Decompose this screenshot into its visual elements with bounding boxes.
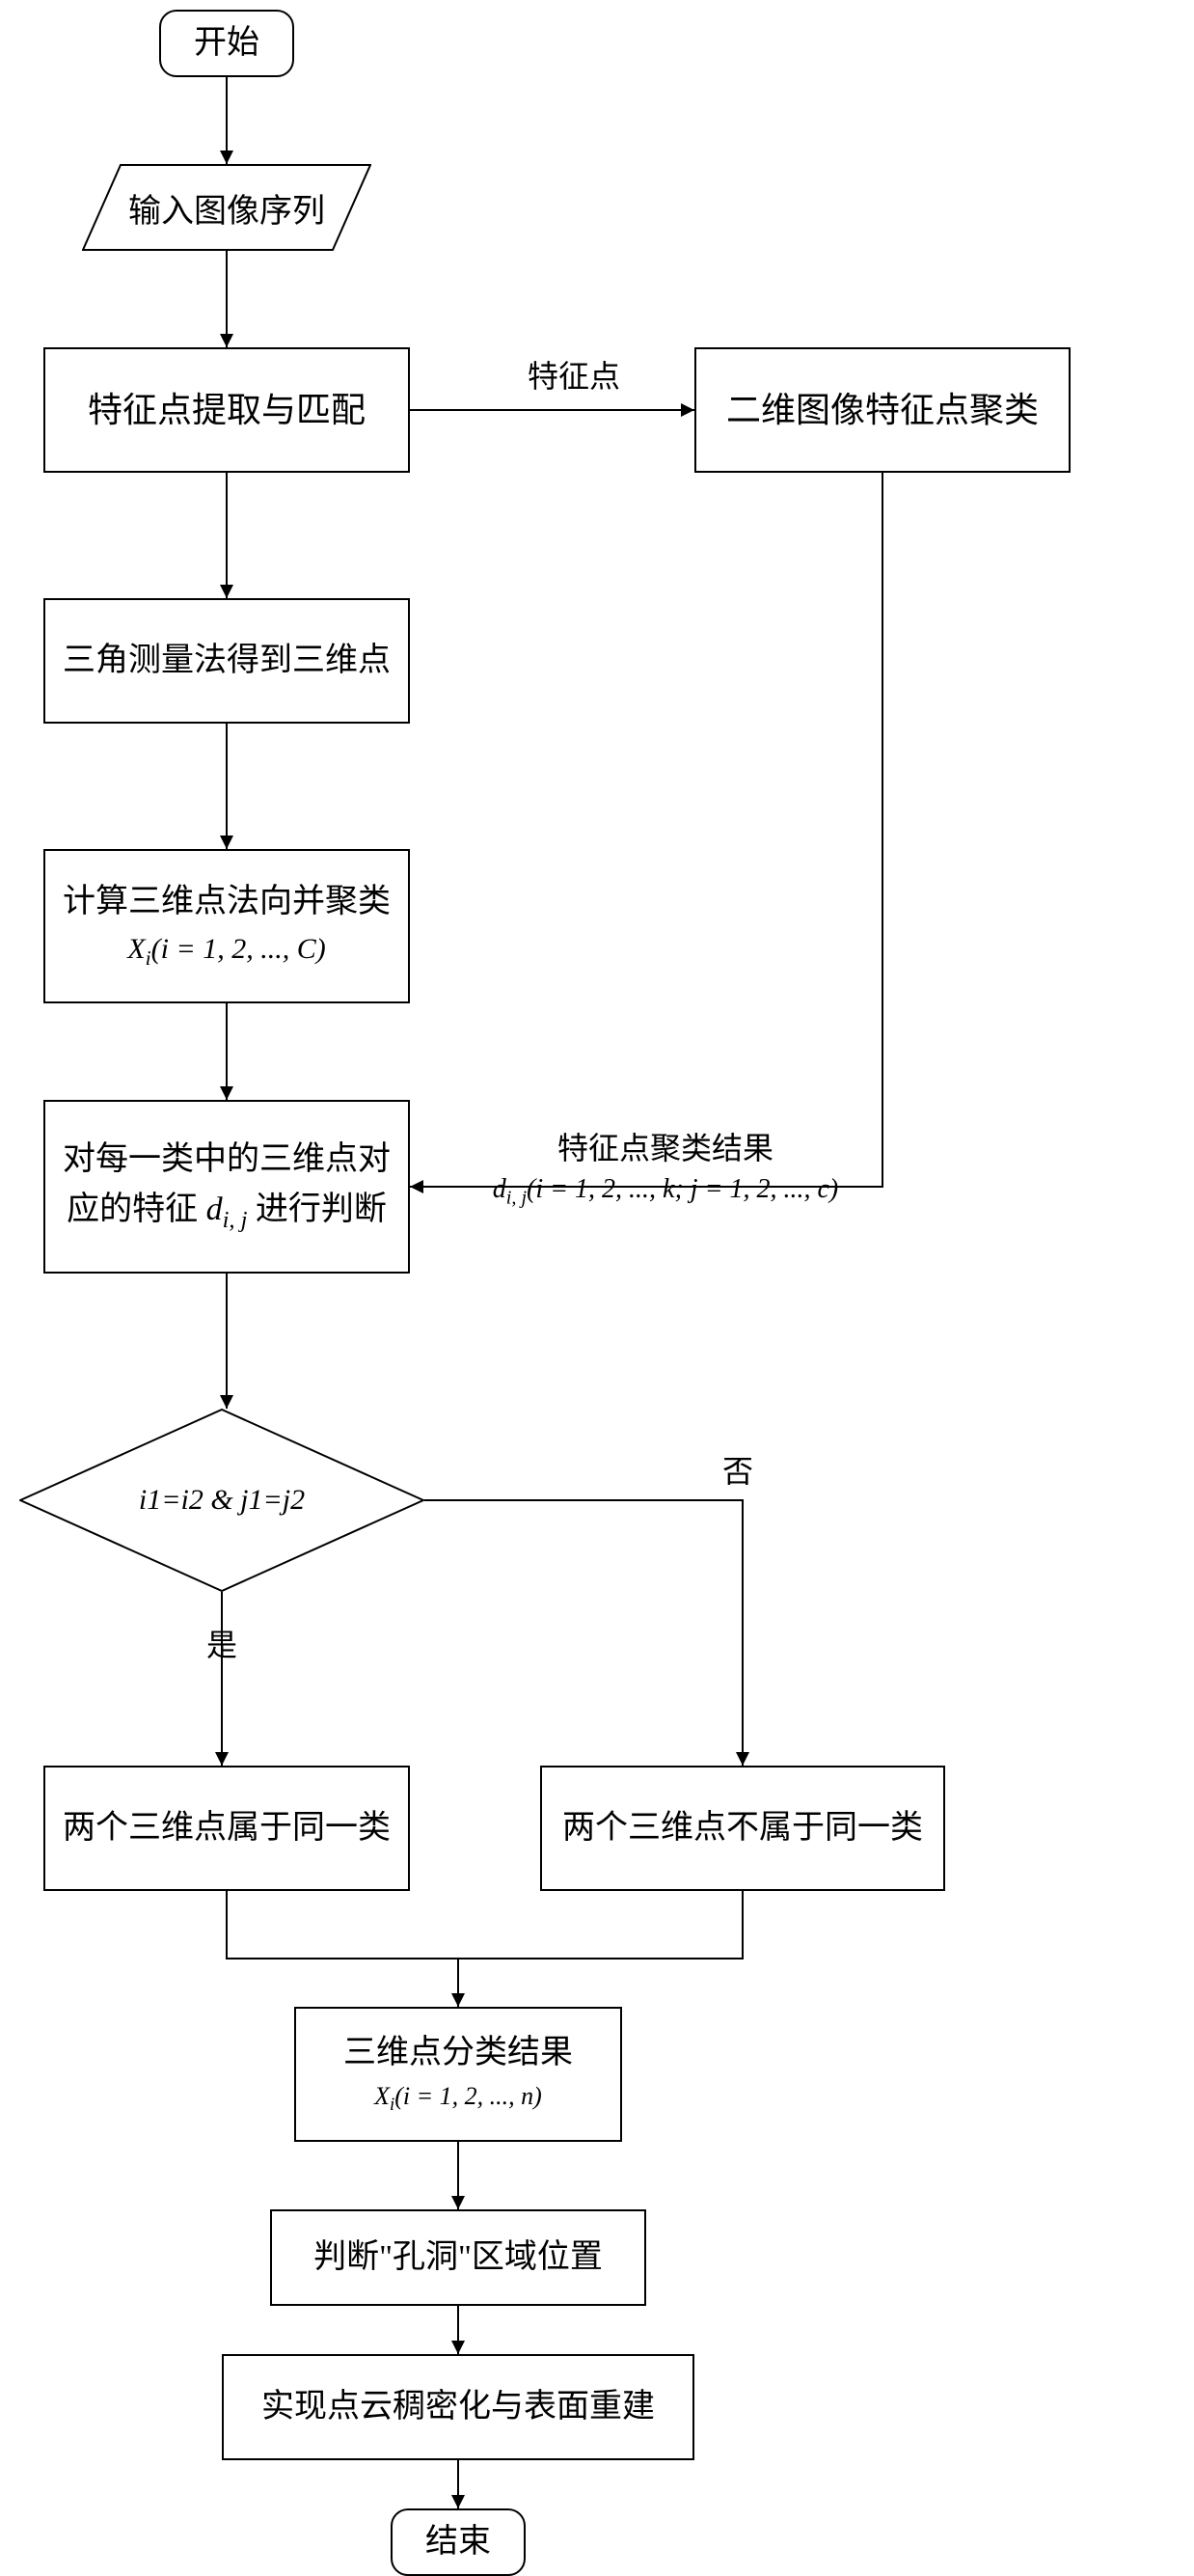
- node-hole-text: 判断"孔洞"区域位置: [313, 2235, 603, 2280]
- arrow-a_yes_merge: [227, 1891, 458, 2007]
- node-same-class: 两个三维点属于同一类: [43, 1766, 410, 1891]
- node-result-line1: 三维点分类结果: [343, 2031, 573, 2075]
- node-normals-line2: Xi(i = 1, 2, ..., C): [127, 930, 325, 973]
- node-cluster2d: 二维图像特征点聚类: [694, 347, 1071, 473]
- node-same-class-text: 两个三维点属于同一类: [63, 1806, 391, 1850]
- edge-label-cluster-result-2: di, j(i = 1, 2, ..., k; j = 1, 2, ..., c…: [453, 1172, 878, 1211]
- edge-label-featurepoints: 特征点: [502, 357, 646, 397]
- node-extract-text: 特征点提取与匹配: [88, 387, 366, 434]
- edge-label-cluster-result-1: 特征点聚类结果: [521, 1129, 810, 1169]
- arrow-a_dec_no: [424, 1500, 743, 1766]
- arrow-a_no_merge: [458, 1891, 743, 1959]
- node-diff-class-text: 两个三维点不属于同一类: [562, 1806, 923, 1850]
- node-triangulation: 三角测量法得到三维点: [43, 598, 410, 724]
- node-normals: 计算三维点法向并聚类 Xi(i = 1, 2, ..., C): [43, 849, 410, 1003]
- node-normals-line1: 计算三维点法向并聚类: [63, 880, 391, 924]
- node-cluster2d-text: 二维图像特征点聚类: [726, 387, 1039, 434]
- node-end: 结束: [391, 2508, 526, 2576]
- node-extract: 特征点提取与匹配: [43, 347, 410, 473]
- flowchart-canvas: 开始 输入图像序列 特征点提取与匹配 二维图像特征点聚类 三角测量法得到三维点 …: [0, 0, 1194, 2553]
- node-input-text: 输入图像序列: [128, 184, 325, 232]
- node-decision-text: i1=i2 & j1=j2: [139, 1484, 305, 1517]
- edge-label-yes: 是: [203, 1626, 241, 1666]
- node-result: 三维点分类结果 Xi(i = 1, 2, ..., n): [294, 2007, 622, 2142]
- node-judge: 对每一类中的三维点对 应的特征 di, j 进行判断: [43, 1100, 410, 1274]
- node-judge-line1: 对每一类中的三维点对: [63, 1137, 391, 1182]
- node-input: 输入图像序列: [82, 164, 371, 251]
- node-dense-text: 实现点云稠密化与表面重建: [261, 2385, 655, 2429]
- edge-label-no: 否: [719, 1452, 757, 1493]
- arrow-a_2d_judge: [410, 473, 882, 1187]
- node-dense: 实现点云稠密化与表面重建: [222, 2354, 694, 2460]
- node-triangulation-text: 三角测量法得到三维点: [63, 639, 391, 683]
- node-decision: i1=i2 & j1=j2: [19, 1409, 424, 1592]
- node-result-line2: Xi(i = 1, 2, ..., n): [374, 2079, 542, 2117]
- node-hole: 判断"孔洞"区域位置: [270, 2209, 646, 2306]
- node-start-text: 开始: [194, 21, 259, 66]
- node-end-text: 结束: [425, 2520, 491, 2564]
- node-judge-line2: 应的特征 di, j 进行判断: [67, 1188, 387, 1236]
- node-start: 开始: [159, 10, 294, 77]
- node-diff-class: 两个三维点不属于同一类: [540, 1766, 945, 1891]
